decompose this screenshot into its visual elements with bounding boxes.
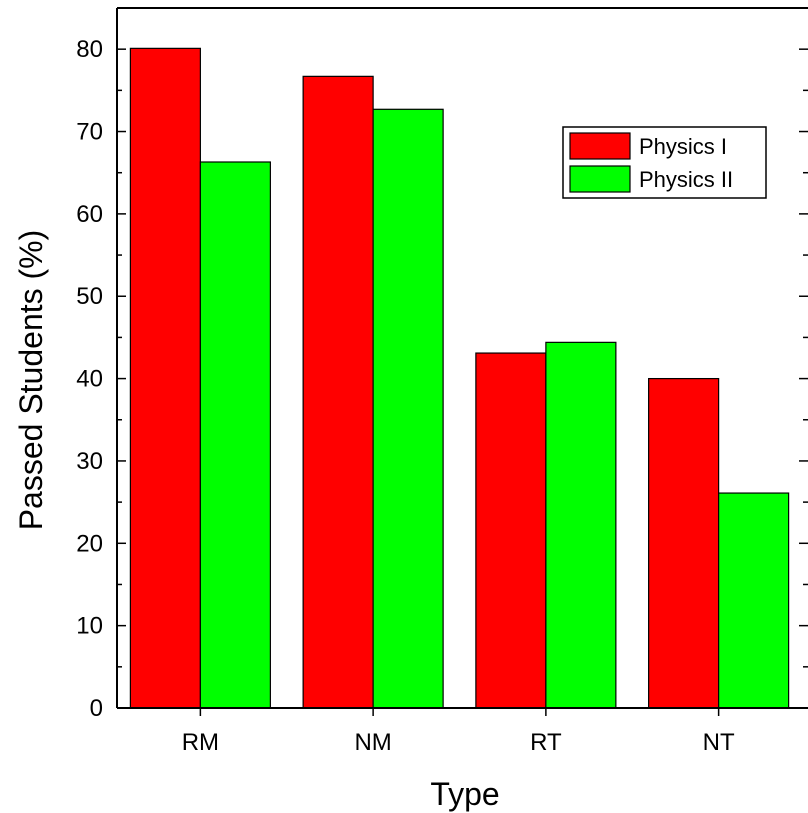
- y-tick-label: 40: [76, 366, 103, 393]
- y-tick-label: 0: [90, 695, 103, 722]
- y-tick-label: 20: [76, 530, 103, 557]
- x-ticks-group: RM NM RT NT: [182, 708, 735, 756]
- y-tick-label: 50: [76, 283, 103, 310]
- legend-label-physics-ii: Physics II: [639, 167, 733, 192]
- legend-swatch-physics-i: [569, 132, 631, 160]
- bar-physics-ii-nm: [372, 108, 444, 709]
- y-tick-label: 10: [76, 613, 103, 640]
- y-tick-label: 70: [76, 119, 103, 146]
- legend: Physics I Physics II: [562, 126, 767, 199]
- x-tick-label-nm: NM: [354, 729, 391, 756]
- axes-group: [116, 7, 808, 709]
- y-tick-label: 60: [76, 201, 103, 228]
- bar-physics-i-nm: [302, 75, 374, 709]
- bar-physics-ii-rt: [545, 341, 617, 709]
- y-axis-title: Passed Students (%): [13, 230, 49, 531]
- x-tick-label-nt: NT: [703, 729, 735, 756]
- x-axis-title: Type: [430, 776, 499, 812]
- bars-group: [129, 47, 790, 709]
- legend-swatch-physics-ii: [569, 165, 631, 193]
- y-tick-label: 80: [76, 36, 103, 63]
- bar-physics-i-nt: [648, 377, 720, 709]
- y-ticks-group: 0 10 20 30 40 50 60 70 80: [76, 7, 808, 722]
- bar-physics-ii-rm: [199, 161, 271, 709]
- x-tick-label-rm: RM: [182, 729, 219, 756]
- bar-physics-i-rm: [129, 47, 201, 709]
- bar-physics-ii-nt: [718, 492, 790, 709]
- legend-label-physics-i: Physics I: [639, 134, 727, 159]
- y-tick-label: 30: [76, 448, 103, 475]
- x-tick-label-rt: RT: [530, 729, 562, 756]
- bar-physics-i-rt: [475, 352, 547, 709]
